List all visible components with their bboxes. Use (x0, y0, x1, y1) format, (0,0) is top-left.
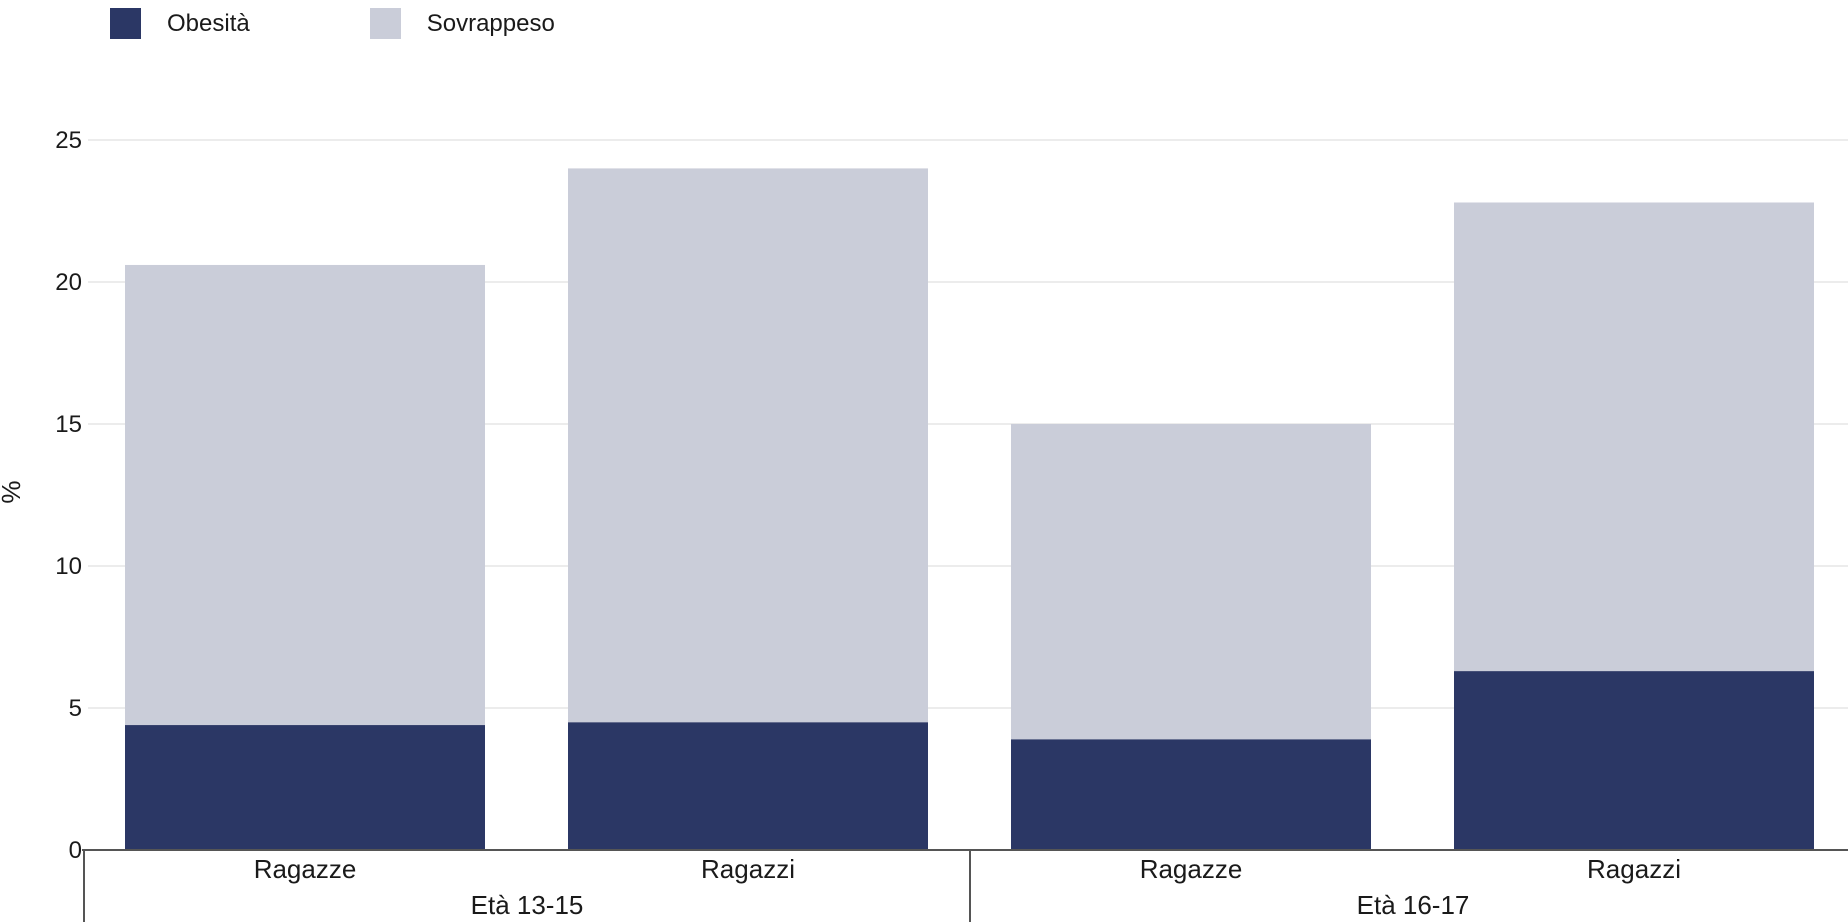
bar-sovrappeso-1[interactable] (568, 168, 928, 722)
group-label: Età 16-17 (1357, 890, 1470, 920)
bar-obesita-2[interactable] (1011, 739, 1371, 850)
y-tick-label: 15 (55, 411, 82, 438)
y-tick-label: 5 (69, 695, 82, 722)
bar-sovrappeso-2[interactable] (1011, 424, 1371, 739)
y-tick-label: 10 (55, 553, 82, 580)
bar-sovrappeso-3[interactable] (1454, 202, 1814, 671)
y-tick-label: 25 (55, 127, 82, 154)
y-tick-label: 0 (69, 837, 82, 864)
bar-obesita-0[interactable] (125, 725, 485, 850)
x-tick-label: Ragazze (1140, 854, 1243, 884)
x-tick-label: Ragazzi (701, 854, 795, 884)
y-tick-label: 20 (55, 269, 82, 296)
group-label: Età 13-15 (471, 890, 584, 920)
bars (125, 168, 1814, 850)
x-tick-label: Ragazze (254, 854, 357, 884)
bar-obesita-1[interactable] (568, 722, 928, 850)
y-axis-label: % (0, 480, 26, 503)
bar-obesita-3[interactable] (1454, 671, 1814, 850)
x-tick-label: Ragazzi (1587, 854, 1681, 884)
bar-sovrappeso-0[interactable] (125, 265, 485, 725)
